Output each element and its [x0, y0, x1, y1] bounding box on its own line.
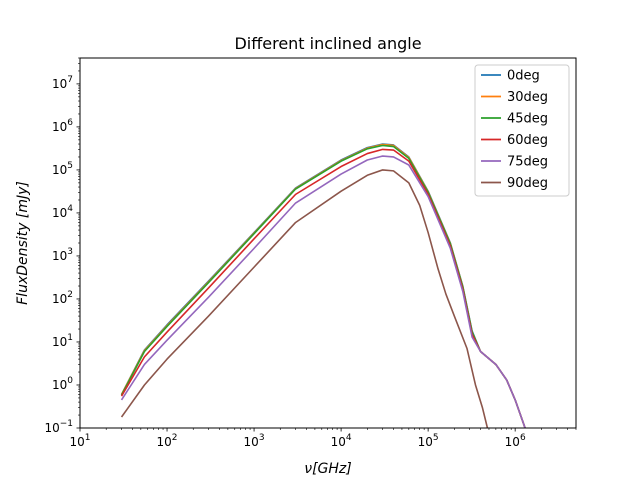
chart-title: Different inclined angle	[234, 34, 421, 53]
legend-label-0deg: 0deg	[507, 69, 540, 84]
legend-label-90deg: 90deg	[507, 176, 548, 191]
legend-label-60deg: 60deg	[507, 133, 548, 148]
legend: 0deg 30deg 45deg 60deg 75deg 90deg	[474, 64, 570, 197]
plot-frame	[79, 57, 577, 429]
legend-label-75deg: 75deg	[507, 155, 548, 170]
y-axis-label: FluxDensity [mJy]	[15, 181, 31, 305]
series-layer	[120, 143, 526, 428]
series-line-90deg	[120, 169, 489, 428]
x-axis-label: ν[GHz]	[304, 461, 351, 477]
series-line-75deg	[120, 155, 526, 428]
legend-frame	[474, 64, 570, 197]
legend-label-45deg: 45deg	[507, 112, 548, 127]
legend-label-30deg: 30deg	[507, 90, 548, 105]
